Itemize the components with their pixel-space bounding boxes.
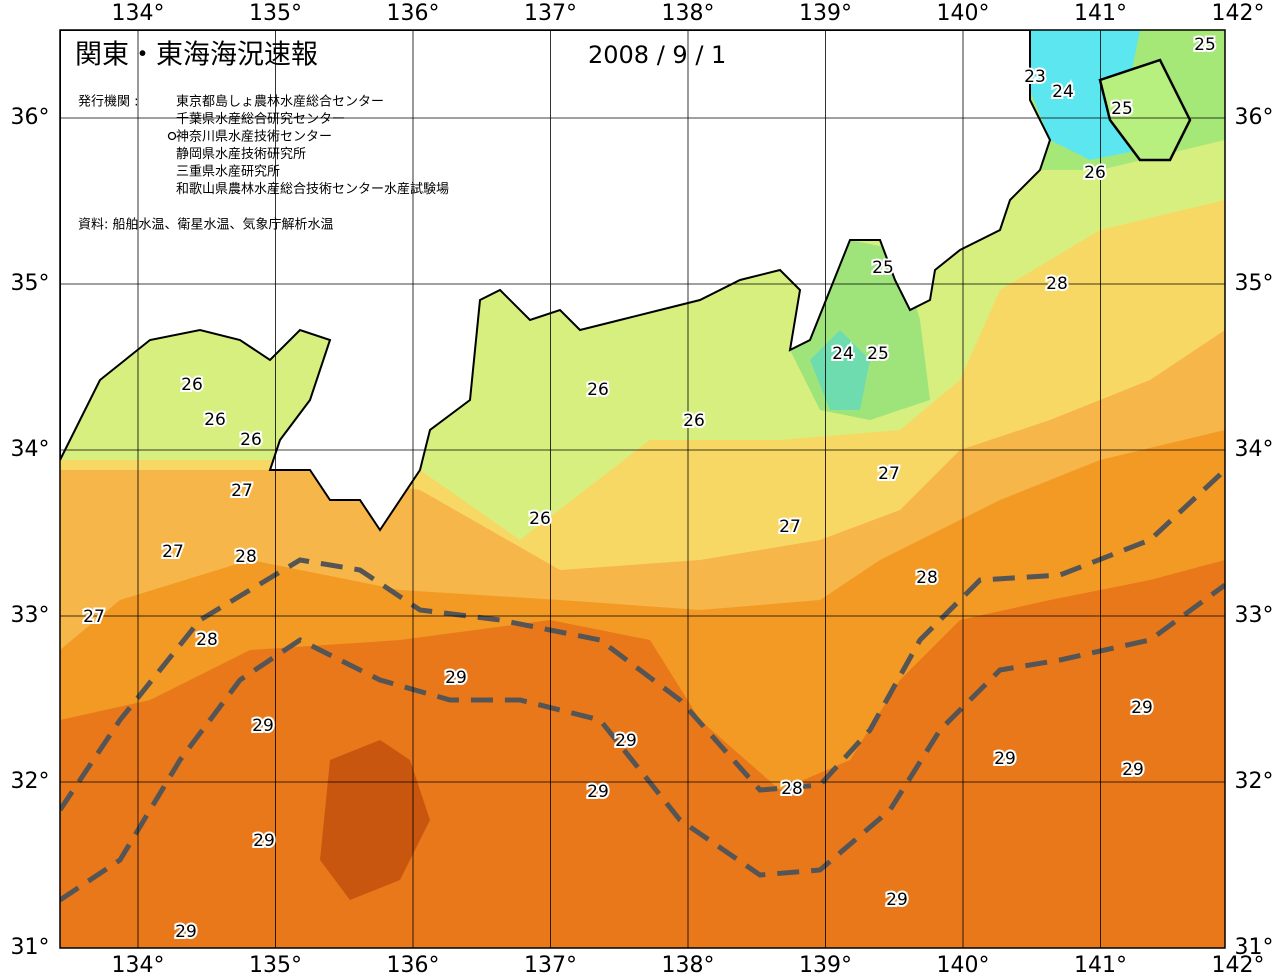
issuer: 和歌山県農林水産総合技術センター水産試験場 — [176, 181, 449, 197]
contour-label: 29 — [253, 831, 275, 851]
contour-label: 28 — [781, 779, 803, 799]
source: 資料: 船舶水温、衛星水温、気象庁解析水温 — [78, 217, 334, 233]
contour-label: 29 — [252, 716, 274, 736]
contour-label: 24 — [1052, 82, 1074, 102]
lat-label-left: 36° — [11, 105, 50, 130]
contour-label: 26 — [181, 375, 203, 395]
lon-label-top: 139° — [799, 1, 852, 26]
land — [60, 30, 1052, 532]
issuer: 千葉県水産総合研究センター — [176, 111, 345, 127]
contour-label: 27 — [83, 607, 105, 627]
issuers-label: 発行機関 : — [78, 95, 139, 110]
contour-label: 25 — [867, 344, 889, 364]
lon-label-bottom: 135° — [249, 953, 302, 978]
lon-label-top: 134° — [112, 1, 165, 26]
contour-label: 26 — [529, 509, 551, 529]
contour-25 — [1098, 58, 1192, 162]
lon-label-top: 138° — [662, 1, 715, 26]
lat-label-right: 36° — [1235, 105, 1274, 130]
contour-label: 29 — [1131, 698, 1153, 718]
contour-label: 29 — [615, 731, 637, 751]
lon-label-bottom: 142° — [1212, 953, 1265, 978]
sea-30 — [320, 740, 430, 900]
map-frame — [59, 29, 1226, 949]
contour-label: 23 — [1024, 67, 1046, 87]
lon-label-top: 141° — [1074, 1, 1127, 26]
issuer: 三重県水産研究所 — [176, 164, 280, 180]
lon-label-top: 136° — [387, 1, 440, 26]
lat-label-left: 32° — [11, 769, 50, 794]
lon-label-bottom: 137° — [524, 953, 577, 978]
contour-label: 28 — [235, 547, 257, 567]
lat-label-left: 33° — [11, 603, 50, 628]
contour-label: 26 — [240, 430, 262, 450]
contour-label: 29 — [175, 922, 197, 942]
contour-label: 27 — [162, 542, 184, 562]
contour-label: 27 — [878, 464, 900, 484]
date: 2008 / 9 / 1 — [588, 41, 726, 69]
contour-label: 27 — [231, 481, 253, 501]
contour-label: 29 — [886, 890, 908, 910]
lon-label-top: 137° — [524, 1, 577, 26]
lon-label-top: 140° — [937, 1, 990, 26]
lon-label-bottom: 136° — [387, 953, 440, 978]
contour-label: 29 — [445, 668, 467, 688]
contour-label: 28 — [1046, 274, 1068, 294]
sea-24-west — [810, 330, 870, 410]
lat-label-right: 33° — [1235, 603, 1274, 628]
lat-label-right: 32° — [1235, 769, 1274, 794]
grid — [60, 30, 1225, 948]
lat-label-right: 31° — [1235, 935, 1274, 960]
lon-label-bottom: 141° — [1074, 953, 1127, 978]
contour-label: 27 — [779, 517, 801, 537]
lon-label-bottom: 139° — [799, 953, 852, 978]
contour-label: 29 — [994, 749, 1016, 769]
contour-label: 26 — [204, 410, 226, 430]
issuer: 東京都島しょ農林水産総合センター — [176, 94, 384, 110]
contour-label: 25 — [872, 258, 894, 278]
contour-label: 25 — [1111, 99, 1133, 119]
issuer: 神奈川県水産技術センター — [176, 129, 332, 145]
contour-label: 26 — [587, 380, 609, 400]
lat-label-left: 31° — [11, 935, 50, 960]
lon-label-top: 135° — [249, 1, 302, 26]
lat-label-right: 34° — [1235, 437, 1274, 462]
lat-label-left: 35° — [11, 271, 50, 296]
kuroshio-north — [60, 468, 1225, 812]
lon-label-bottom: 134° — [112, 953, 165, 978]
ticks: 134° 134° 135° 135° 136° 136° 137° 137° 138° 138°… — [11, 1, 1274, 978]
issuer: 静岡県水産技術研究所 — [176, 146, 306, 162]
contour-label: 28 — [916, 568, 938, 588]
contour-label: 24 — [832, 344, 854, 364]
marker — [167, 131, 177, 141]
lon-label-bottom: 140° — [937, 953, 990, 978]
sea-23-24 — [1030, 30, 1140, 160]
lat-label-left: 34° — [11, 437, 50, 462]
kuroshio — [60, 468, 1225, 903]
lon-label-top: 142° — [1212, 1, 1265, 26]
lon-label-bottom: 138° — [662, 953, 715, 978]
contour-label: 26 — [683, 411, 705, 431]
contour-label: 29 — [587, 782, 609, 802]
contour-label: 29 — [1122, 760, 1144, 780]
contour-label: 28 — [196, 630, 218, 650]
kuroshio-south — [60, 582, 1225, 903]
lat-label-right: 35° — [1235, 271, 1274, 296]
title: 関東・東海海況速報 — [75, 40, 318, 71]
contour-label: 26 — [1084, 163, 1106, 183]
contour-label: 25 — [1194, 35, 1216, 55]
